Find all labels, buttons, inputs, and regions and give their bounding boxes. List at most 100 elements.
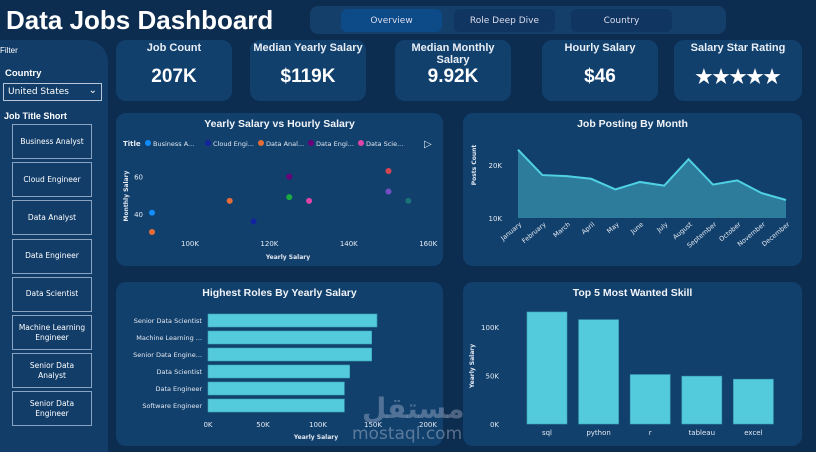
- legend-item: Data Scie...: [366, 140, 403, 148]
- scatter-point: [385, 167, 392, 174]
- category-label: Senior Data Engine...: [133, 351, 202, 359]
- x-tick: 140K: [340, 240, 358, 248]
- kpi-median-yearly-salary: Median Yearly Salary $119K: [250, 40, 366, 101]
- x-tick: 150K: [364, 421, 382, 429]
- kpi-job-count: Job Count 207K: [116, 40, 232, 101]
- scatter-point: [385, 188, 392, 195]
- watermark-text: mostaql.com: [352, 424, 463, 444]
- roles-card: Highest Roles By Yearly Salary: [116, 282, 443, 446]
- category-label: sql: [542, 429, 552, 437]
- category-label: Data Scientist: [157, 368, 203, 376]
- bar: [207, 347, 372, 362]
- x-tick: May: [605, 220, 621, 235]
- y-tick: 40: [134, 211, 143, 219]
- bar: [207, 364, 350, 379]
- legend-marker: [205, 140, 211, 146]
- job-title-label: Job Title Short: [4, 111, 67, 121]
- country-label: Country: [5, 68, 42, 79]
- chart-title: Yearly Salary vs Hourly Salary: [204, 118, 355, 130]
- bar: [207, 398, 345, 413]
- x-tick: February: [520, 220, 547, 245]
- x-tick: March: [552, 220, 572, 239]
- scatter-point: [250, 218, 257, 225]
- y-tick: 20K: [489, 162, 503, 170]
- y-axis-label: Posts Count: [471, 145, 478, 186]
- kpi-salary-star-rating: Salary Star Rating ★★★★★: [674, 40, 802, 101]
- job-title-button[interactable]: Senior Data Analyst: [12, 353, 92, 389]
- legend-marker: [358, 140, 364, 146]
- legend-title: Title: [123, 140, 141, 148]
- job-title-button[interactable]: Senior Data Engineer: [12, 391, 92, 427]
- kpi-value: 207K: [151, 66, 197, 87]
- y-tick: 10K: [489, 215, 503, 223]
- scatter-point: [226, 197, 233, 204]
- category-label: Data Engineer: [155, 385, 202, 393]
- scatter-point: [149, 209, 155, 216]
- scatter-point: [286, 194, 293, 201]
- bar: [526, 311, 568, 425]
- y-tick: 60: [134, 174, 143, 182]
- x-tick: April: [580, 220, 597, 236]
- x-tick: 0K: [203, 421, 212, 429]
- y-axis-label: Yearly Salary: [469, 344, 476, 389]
- x-tick: July: [655, 220, 670, 234]
- category-label: r: [649, 429, 652, 437]
- area-line: [517, 148, 787, 201]
- y-axis-label: Monthly Salary: [123, 170, 130, 221]
- job-title-button[interactable]: Business Analyst: [12, 124, 92, 159]
- x-tick: January: [498, 220, 523, 243]
- kpi-median-monthly-salary: Median Monthly Salary 9.92K: [395, 40, 511, 101]
- kpi-label: Hourly Salary: [564, 42, 636, 54]
- job-title-button[interactable]: Data Engineer: [12, 238, 92, 274]
- filter-panel: Filter Country Job Title Short: [0, 40, 108, 452]
- job-title-button[interactable]: Data Scientist: [12, 276, 92, 312]
- x-tick: 160K: [419, 240, 437, 248]
- y-tick: 100K: [481, 324, 499, 332]
- legend-marker: [258, 140, 264, 146]
- bar: [733, 378, 774, 425]
- tab-country[interactable]: Country: [571, 9, 672, 32]
- star-rating: ★★★★★: [695, 67, 781, 88]
- bar: [207, 313, 378, 328]
- x-tick: 100K: [309, 421, 327, 429]
- filter-label: Filter: [0, 46, 18, 55]
- kpi-label: Salary Star Rating: [690, 42, 786, 54]
- page-title: Data Jobs Dashboard: [6, 5, 274, 35]
- category-label: python: [586, 429, 611, 437]
- legend-item: Cloud Engi...: [213, 140, 254, 148]
- chart-title: Top 5 Most Wanted Skill: [572, 287, 693, 299]
- legend-next-icon: ▷: [424, 139, 432, 150]
- bar: [629, 374, 671, 425]
- bar: [207, 381, 345, 396]
- category-label: Machine Learning ...: [136, 334, 202, 342]
- bar: [207, 330, 372, 345]
- country-dropdown[interactable]: United States ⌄: [3, 83, 102, 101]
- category-label: excel: [744, 429, 762, 437]
- x-axis-label: Yearly Salary: [293, 434, 338, 441]
- kpi-label: Job Count: [146, 42, 202, 54]
- tab-overview[interactable]: Overview: [341, 9, 442, 32]
- x-axis-label: Yearly Salary: [265, 254, 310, 261]
- legend-item: Data Anal...: [266, 140, 304, 148]
- job-title-button[interactable]: Cloud Engineer: [12, 162, 92, 198]
- x-tick: 50K: [256, 421, 270, 429]
- scatter-point: [405, 197, 412, 204]
- x-tick: 200K: [419, 421, 437, 429]
- x-tick: June: [628, 220, 645, 236]
- x-tick: 120K: [260, 240, 278, 248]
- category-label: tableau: [689, 429, 715, 437]
- kpi-value: 9.92K: [427, 66, 479, 87]
- bar: [578, 319, 619, 425]
- job-title-button[interactable]: Machine Learning Engineer: [12, 315, 92, 350]
- chart-title: Job Posting By Month: [577, 118, 688, 130]
- kpi-value: $46: [584, 66, 616, 87]
- scatter-point: [286, 173, 293, 180]
- legend-item: Business A...: [153, 140, 194, 148]
- chevron-down-icon: ⌄: [88, 85, 97, 96]
- legend-marker: [308, 140, 314, 146]
- page-navigator: Overview Role Deep Dive Country: [310, 6, 726, 34]
- tab-role-deep-dive[interactable]: Role Deep Dive: [454, 9, 555, 32]
- job-title-button[interactable]: Data Analyst: [12, 200, 92, 236]
- kpi-label: Median Yearly Salary: [253, 42, 363, 54]
